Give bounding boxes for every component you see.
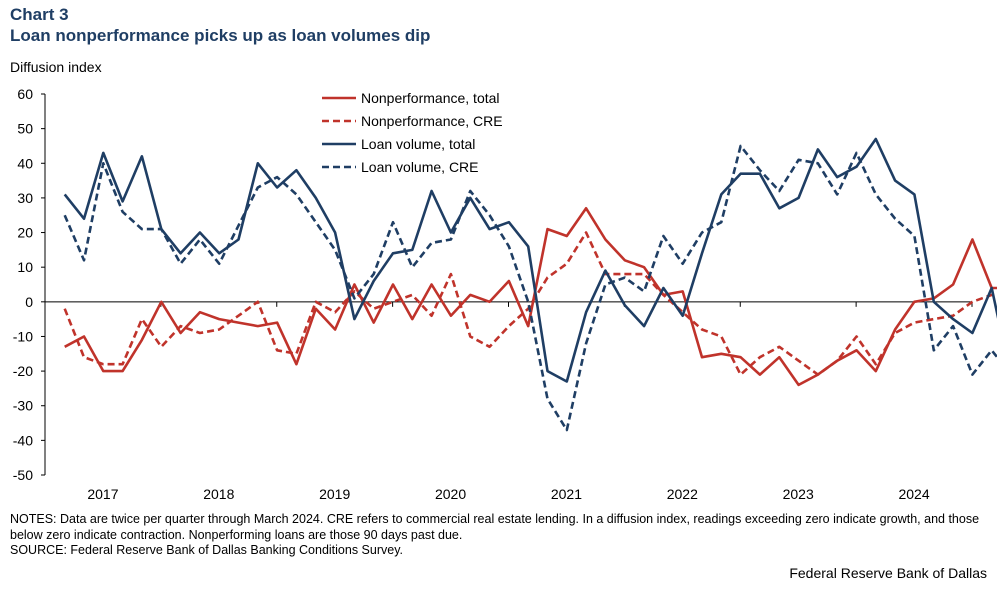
legend: Nonperformance, total Nonperformance, CRE…	[322, 90, 503, 175]
y-tick-label: -50	[13, 467, 33, 483]
series-line-4	[63, 144, 997, 432]
credit-text: Federal Reserve Bank of Dallas	[789, 565, 987, 581]
x-tick-label: 2024	[898, 486, 929, 502]
series-line-1	[64, 207, 997, 387]
x-tick-label: 2019	[319, 486, 350, 502]
series-line-3	[63, 137, 997, 383]
y-tick-label: -10	[13, 328, 33, 344]
x-tick-label: 2023	[783, 486, 814, 502]
source-text: SOURCE: Federal Reserve Bank of Dallas B…	[10, 543, 403, 557]
y-tick-label: -30	[13, 398, 33, 414]
x-tick-label: 2020	[435, 486, 466, 502]
legend-label: Nonperformance, total	[361, 90, 500, 106]
y-tick-label: 10	[17, 259, 33, 275]
y-axis: 60 50 40 30 20 10 0 -10 -20 -30 -40 -50	[13, 86, 46, 483]
legend-label: Loan volume, total	[361, 136, 475, 152]
y-tick-label: 30	[17, 190, 33, 206]
chart-title: Loan nonperformance picks up as loan vol…	[10, 26, 431, 45]
y-axis-label: Diffusion index	[10, 59, 102, 75]
chart-number: Chart 3	[10, 5, 69, 24]
series-lines	[63, 137, 997, 432]
chart-notes: NOTES: Data are twice per quarter throug…	[10, 512, 990, 559]
y-tick-label: 20	[17, 225, 33, 241]
series-line-2	[63, 231, 997, 376]
y-tick-label: 40	[17, 155, 33, 171]
y-tick-label: 60	[17, 86, 33, 102]
x-axis: 2017 2018 2019 2020 2021 2022 2023 2024	[44, 301, 973, 502]
y-tick-label: 50	[17, 121, 33, 137]
legend-label: Loan volume, CRE	[361, 159, 479, 175]
x-tick-label: 2017	[87, 486, 118, 502]
notes-text: NOTES: Data are twice per quarter throug…	[10, 512, 980, 542]
x-tick-label: 2021	[551, 486, 582, 502]
y-tick-label: -40	[13, 432, 33, 448]
x-tick-label: 2018	[203, 486, 234, 502]
legend-label: Nonperformance, CRE	[361, 113, 503, 129]
y-tick-label: 0	[25, 294, 33, 310]
x-tick-label: 2022	[667, 486, 698, 502]
y-tick-label: -20	[13, 363, 33, 379]
